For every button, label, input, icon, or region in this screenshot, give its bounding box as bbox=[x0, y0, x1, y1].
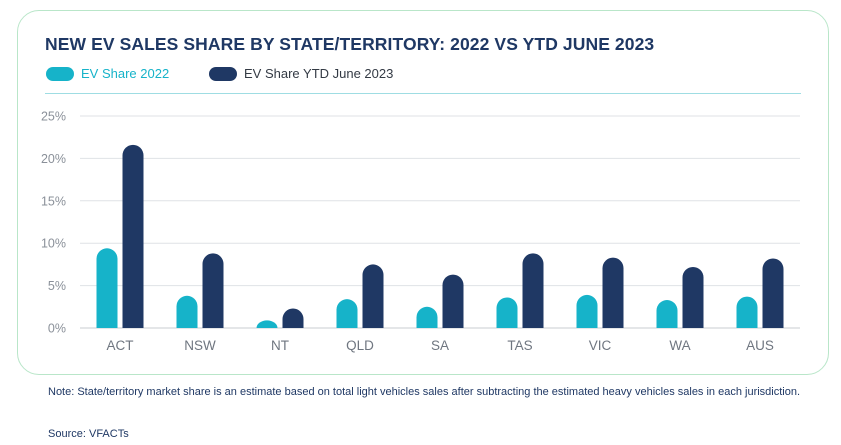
x-tick-label: TAS bbox=[507, 338, 532, 353]
x-tick-label: WA bbox=[669, 338, 690, 353]
bar-2023 bbox=[442, 274, 464, 328]
x-tick-label: AUS bbox=[746, 338, 774, 353]
bar-2023 bbox=[362, 264, 384, 328]
bar-2022 bbox=[176, 295, 198, 328]
bar-2022 bbox=[576, 294, 598, 328]
y-tick-label: 5% bbox=[48, 279, 66, 293]
bar-2023 bbox=[202, 253, 224, 328]
bar-2023 bbox=[602, 257, 624, 328]
legend-label-2022: EV Share 2022 bbox=[81, 66, 170, 81]
x-tick-label: ACT bbox=[107, 338, 134, 353]
legend-divider bbox=[45, 93, 801, 94]
x-tick-label: SA bbox=[431, 338, 449, 353]
bar-2022 bbox=[656, 300, 678, 328]
x-tick-label: QLD bbox=[346, 338, 374, 353]
legend-swatch-2022 bbox=[46, 66, 74, 81]
chart-title: NEW EV SALES SHARE BY STATE/TERRITORY: 2… bbox=[45, 34, 655, 54]
bar-2022 bbox=[736, 296, 758, 328]
legend-item-2023: EV Share YTD June 2023 bbox=[209, 66, 393, 81]
footnote: Note: State/territory market share is an… bbox=[48, 386, 801, 398]
bar-2023 bbox=[682, 266, 704, 328]
bar-2022 bbox=[336, 299, 358, 328]
legend-label-2023: EV Share YTD June 2023 bbox=[244, 66, 394, 81]
bar-2023 bbox=[122, 144, 144, 328]
bar-2022 bbox=[496, 297, 518, 328]
bar-2023 bbox=[522, 253, 544, 328]
y-tick-label: 15% bbox=[41, 194, 66, 208]
legend-item-2022: EV Share 2022 bbox=[46, 66, 169, 81]
x-tick-label: NT bbox=[271, 338, 289, 353]
source-line: Source: VFACTs bbox=[48, 428, 129, 440]
bar-2023 bbox=[282, 308, 304, 328]
x-tick-label: VIC bbox=[589, 338, 612, 353]
y-tick-label: 10% bbox=[41, 237, 66, 251]
legend-swatch-2023 bbox=[209, 66, 237, 81]
source-label: Source: bbox=[48, 428, 86, 440]
bar-2022 bbox=[416, 306, 438, 328]
x-tick-label: NSW bbox=[184, 338, 216, 353]
bar-2022 bbox=[96, 248, 118, 328]
bar-2022 bbox=[256, 320, 278, 328]
bar-2023 bbox=[762, 258, 784, 328]
y-tick-label: 20% bbox=[41, 152, 66, 166]
y-tick-label: 25% bbox=[41, 110, 66, 124]
source-value: VFACTs bbox=[88, 428, 129, 440]
y-tick-label: 0% bbox=[48, 322, 66, 336]
